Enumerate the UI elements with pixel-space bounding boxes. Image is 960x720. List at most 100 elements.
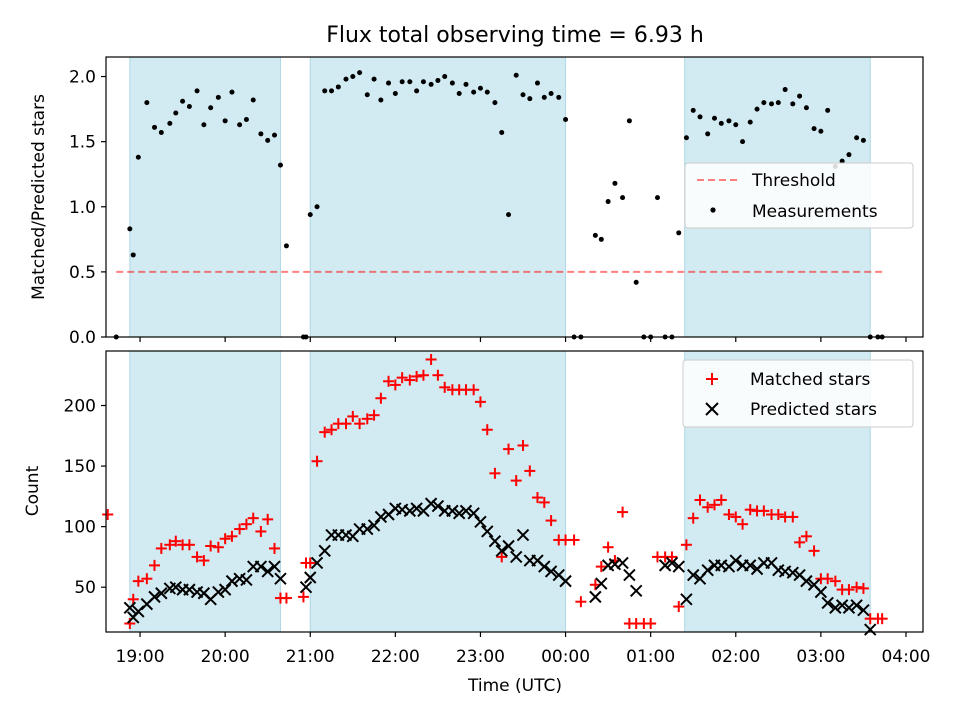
predicted-star-point bbox=[361, 522, 374, 536]
bottom-x-ticks: 19:00 20:00 21:00 22:00 23:00 00:00 01:00 02:00… bbox=[116, 632, 930, 667]
predicted-star-point bbox=[155, 587, 168, 600]
bottom-plot-frame bbox=[105, 350, 924, 633]
matched-star-point bbox=[396, 372, 408, 384]
predicted-star-point bbox=[509, 550, 523, 564]
predicted-star-point bbox=[481, 525, 494, 538]
measurement-point bbox=[152, 124, 158, 130]
matched-star-point bbox=[744, 504, 756, 516]
measurement-point bbox=[420, 79, 426, 85]
top-legend: Threshold Measurements bbox=[684, 162, 914, 229]
matched-star-point bbox=[758, 505, 770, 517]
measurement-point bbox=[605, 199, 611, 205]
top-legend-box bbox=[684, 162, 914, 229]
measurement-point bbox=[506, 212, 512, 218]
predicted-star-point bbox=[452, 507, 466, 520]
predicted-star-point bbox=[629, 584, 643, 598]
matched-star-point bbox=[198, 555, 210, 567]
matched-star-point bbox=[439, 381, 451, 393]
measurements-legend-swatch bbox=[710, 207, 716, 213]
predicted-star-point bbox=[410, 502, 423, 515]
measurement-point bbox=[839, 158, 845, 164]
matched-star-point bbox=[575, 596, 587, 608]
measurement-point bbox=[711, 115, 717, 121]
measurement-point bbox=[726, 118, 732, 124]
predicted-star-point bbox=[299, 580, 313, 594]
measurement-point bbox=[534, 80, 540, 86]
predicted-star-point bbox=[374, 510, 388, 524]
measurement-point bbox=[135, 154, 141, 160]
measurement-point bbox=[769, 101, 775, 107]
predicted-star-point bbox=[701, 564, 714, 577]
matched-star-point bbox=[347, 410, 359, 422]
x-tick-label: 01:00 bbox=[626, 647, 675, 667]
matched-star-point bbox=[857, 582, 869, 594]
y-tick-label: 0.0 bbox=[69, 328, 96, 348]
measurement-point bbox=[620, 195, 626, 201]
matched-star-point bbox=[368, 409, 380, 421]
measurements-legend-label: Measurements bbox=[752, 202, 878, 222]
predicted-star-point bbox=[495, 544, 508, 558]
predicted-star-point bbox=[123, 601, 137, 614]
matched-star-point bbox=[102, 509, 114, 521]
bottom-legend-box bbox=[682, 359, 914, 428]
measurement-point bbox=[527, 96, 533, 102]
x-axis-label: Time (UTC) bbox=[467, 676, 562, 696]
matched-star-point bbox=[170, 535, 182, 547]
x-tick-label: 21:00 bbox=[286, 647, 335, 667]
matched-star-point bbox=[383, 375, 395, 387]
matched-star-point bbox=[297, 591, 309, 603]
measurement-point bbox=[676, 230, 682, 236]
predicted-star-point bbox=[261, 565, 274, 578]
measurement-point bbox=[414, 88, 420, 94]
y-tick-label: 1.5 bbox=[69, 133, 96, 153]
measurement-point bbox=[456, 90, 462, 96]
matched-star-point bbox=[708, 499, 720, 511]
measurement-point bbox=[167, 120, 173, 126]
predicted-star-point bbox=[680, 593, 693, 606]
predicted-star-point bbox=[183, 583, 196, 596]
measurement-point bbox=[782, 87, 788, 93]
x-tick-label: 23:00 bbox=[456, 647, 505, 667]
predicted-star-point bbox=[559, 574, 572, 588]
measurement-point bbox=[229, 89, 235, 95]
predicted-star-point bbox=[424, 497, 438, 510]
predicted-star-point bbox=[240, 573, 253, 587]
measurement-point bbox=[407, 79, 413, 85]
measurement-point bbox=[350, 74, 356, 80]
matched-star-point bbox=[340, 418, 352, 430]
predicted-star-point bbox=[616, 556, 629, 570]
matched-star-point bbox=[517, 439, 529, 451]
predicted-star-point bbox=[814, 585, 828, 599]
bottom-legend: Matched stars Predicted stars bbox=[682, 359, 914, 428]
predicted-star-point bbox=[729, 554, 742, 567]
predicted-star-point bbox=[623, 568, 636, 582]
matched-star-point bbox=[280, 592, 292, 604]
matched-star-point bbox=[319, 426, 331, 438]
matched-star-point bbox=[617, 506, 629, 518]
matched-star-point bbox=[247, 512, 259, 524]
matched-legend-label: Matched stars bbox=[750, 370, 870, 390]
measurement-point bbox=[803, 105, 809, 111]
measurement-point bbox=[690, 107, 696, 113]
measurement-point bbox=[790, 101, 796, 107]
measurement-point bbox=[322, 88, 328, 94]
measurement-point bbox=[215, 94, 221, 100]
measurement-point bbox=[283, 243, 289, 249]
measurement-point bbox=[272, 132, 278, 138]
predicted-star-point bbox=[516, 528, 530, 542]
matched-star-point bbox=[496, 551, 508, 563]
matched-star-point bbox=[794, 536, 806, 548]
matched-star-point bbox=[155, 542, 167, 554]
measurement-point bbox=[371, 76, 377, 82]
matched-star-point bbox=[404, 374, 416, 386]
measurement-point bbox=[471, 89, 477, 95]
x-tick-label: 19:00 bbox=[116, 647, 165, 667]
matched-star-point bbox=[417, 369, 429, 381]
matched-star-point bbox=[164, 539, 176, 551]
measurement-point bbox=[335, 84, 341, 90]
y-tick-label: 200 bbox=[64, 397, 96, 417]
measurement-point bbox=[186, 103, 192, 109]
matched-star-point bbox=[269, 542, 281, 554]
measurement-point bbox=[633, 279, 639, 285]
matched-star-point bbox=[304, 557, 316, 569]
